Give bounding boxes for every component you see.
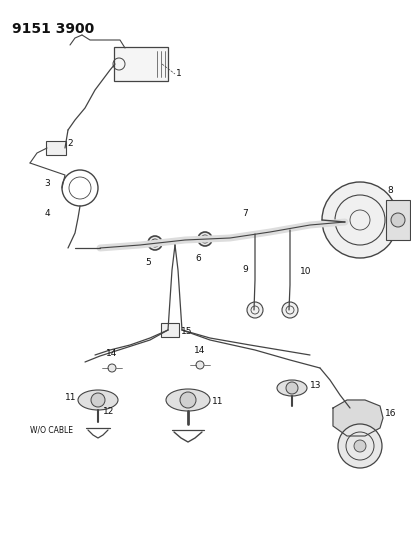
- Circle shape: [148, 236, 162, 250]
- Text: 10: 10: [300, 268, 312, 277]
- Circle shape: [198, 232, 212, 246]
- Circle shape: [322, 182, 398, 258]
- Text: 13: 13: [310, 382, 321, 391]
- FancyBboxPatch shape: [46, 141, 66, 155]
- Text: 7: 7: [242, 209, 248, 218]
- Circle shape: [286, 382, 298, 394]
- Circle shape: [282, 302, 298, 318]
- Text: 1: 1: [176, 69, 182, 78]
- FancyBboxPatch shape: [114, 47, 168, 81]
- FancyBboxPatch shape: [161, 323, 179, 337]
- Text: 9151 3900: 9151 3900: [12, 22, 94, 36]
- Text: 14: 14: [106, 349, 118, 358]
- Circle shape: [247, 302, 263, 318]
- Text: 3: 3: [44, 179, 50, 188]
- Text: 9: 9: [242, 265, 248, 274]
- Circle shape: [196, 361, 204, 369]
- Text: 11: 11: [212, 398, 224, 407]
- Text: 11: 11: [65, 393, 76, 402]
- Circle shape: [391, 213, 405, 227]
- Ellipse shape: [166, 389, 210, 411]
- Text: 15: 15: [181, 327, 192, 336]
- Text: 12: 12: [103, 408, 114, 416]
- Circle shape: [180, 392, 196, 408]
- Text: 16: 16: [385, 408, 397, 417]
- Circle shape: [91, 393, 105, 407]
- Text: 5: 5: [145, 258, 151, 267]
- Text: 2: 2: [67, 140, 73, 149]
- Circle shape: [354, 440, 366, 452]
- Text: 6: 6: [195, 254, 201, 263]
- Circle shape: [338, 424, 382, 468]
- Text: 4: 4: [44, 208, 50, 217]
- FancyBboxPatch shape: [386, 200, 410, 240]
- Ellipse shape: [78, 390, 118, 410]
- Text: W/O CABLE: W/O CABLE: [30, 425, 73, 434]
- Text: 14: 14: [194, 346, 206, 355]
- Text: 8: 8: [387, 186, 393, 195]
- Circle shape: [108, 364, 116, 372]
- Ellipse shape: [277, 380, 307, 396]
- Polygon shape: [333, 400, 383, 436]
